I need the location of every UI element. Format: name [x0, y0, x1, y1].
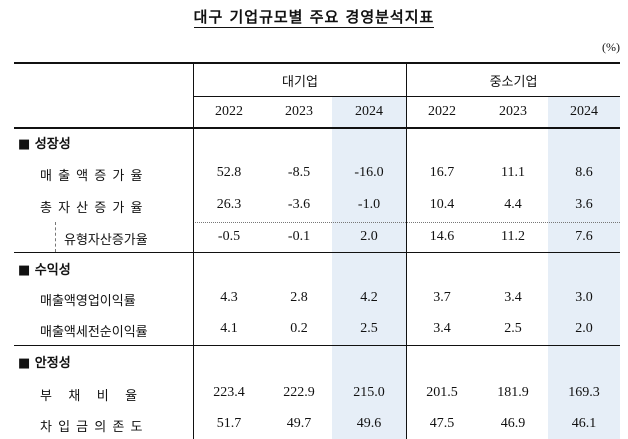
section-header-profitability: ■ 수익성	[18, 263, 71, 278]
year-header: 2023	[285, 104, 313, 119]
section-header-growth: ■ 성장성	[18, 137, 71, 152]
label-column-divider	[193, 62, 194, 439]
row-label: 매출액세전순이익률	[40, 325, 148, 340]
table-cell: 3.6	[575, 197, 593, 212]
table-cell: 14.6	[429, 229, 455, 244]
table-cell: 4.3	[220, 290, 238, 305]
table-cell: 46.1	[571, 416, 597, 431]
table-cell: 3.4	[433, 321, 451, 336]
table-cell: -16.0	[354, 165, 384, 180]
table-cell: 52.8	[216, 165, 242, 180]
table-cell: 2.0	[360, 229, 378, 244]
table-cell: 2.0	[575, 321, 593, 336]
table-cell: 4.1	[220, 321, 238, 336]
year-header: 2023	[499, 104, 527, 119]
table-cell: 169.3	[568, 385, 600, 400]
table-cell: 2.5	[360, 321, 378, 336]
table-cell: -0.5	[217, 229, 241, 244]
table-cell: 51.7	[216, 416, 242, 431]
year-header: 2022	[428, 104, 456, 119]
year-header: 2024	[570, 104, 598, 119]
table-cell: -8.5	[287, 165, 311, 180]
table-cell: -0.1	[287, 229, 311, 244]
table-cell: 47.5	[429, 416, 455, 431]
table-cell: 46.9	[500, 416, 526, 431]
table-cell: -3.6	[287, 197, 311, 212]
table-cell: 223.4	[213, 385, 245, 400]
section-rule-stability	[14, 345, 620, 346]
table-cell: 2.5	[504, 321, 522, 336]
table-cell: 3.4	[504, 290, 522, 305]
header-bottom-rule	[14, 127, 620, 129]
row-label: 매 출 액 증 가 율	[40, 169, 144, 184]
table-cell: 3.0	[575, 290, 593, 305]
row-label: 매출액영업이익률	[40, 294, 136, 309]
table-cell: 11.2	[501, 229, 525, 244]
section-rule-profitability	[14, 252, 620, 253]
group-header-large: 대기업	[282, 75, 318, 90]
unit-label: (%)	[602, 40, 620, 54]
table-cell: 49.7	[286, 416, 312, 431]
table-cell: 201.5	[426, 385, 458, 400]
group-divider	[406, 62, 407, 439]
table-cell: 181.9	[497, 385, 529, 400]
row-label: 차 입 금 의 존 도	[40, 420, 144, 435]
table-cell: 16.7	[429, 165, 455, 180]
table-cell: 2.8	[290, 290, 308, 305]
table-cell: 11.1	[501, 165, 525, 180]
table-cell: 4.4	[504, 197, 522, 212]
table-top-rule	[14, 62, 620, 64]
table-cell: 4.2	[360, 290, 378, 305]
subrow-indent-marker	[55, 222, 56, 252]
section-header-stability: ■ 안정성	[18, 356, 71, 371]
table-cell: 0.2	[290, 321, 308, 336]
table-cell: 49.6	[356, 416, 382, 431]
table-cell: 3.7	[433, 290, 451, 305]
year-header: 2024	[355, 104, 383, 119]
table-cell: 7.6	[575, 229, 593, 244]
row-label: 총 자 산 증 가 율	[40, 201, 144, 216]
row-label: 부 채 비 율	[40, 389, 139, 404]
row-label: 유형자산증가율	[64, 233, 148, 248]
highlight-column-large-2024	[332, 97, 406, 439]
table-cell: 215.0	[353, 385, 385, 400]
table-cell: 10.4	[429, 197, 455, 212]
highlight-column-sme-2024	[548, 97, 620, 439]
table-cell: 222.9	[283, 385, 315, 400]
table-cell: -1.0	[357, 197, 381, 212]
table-title: 대구 기업규모별 주요 경영분석지표	[193, 8, 435, 28]
table-cell: 8.6	[575, 165, 593, 180]
year-header: 2022	[215, 104, 243, 119]
table-cell: 26.3	[216, 197, 242, 212]
group-header-sme: 중소기업	[489, 75, 538, 90]
